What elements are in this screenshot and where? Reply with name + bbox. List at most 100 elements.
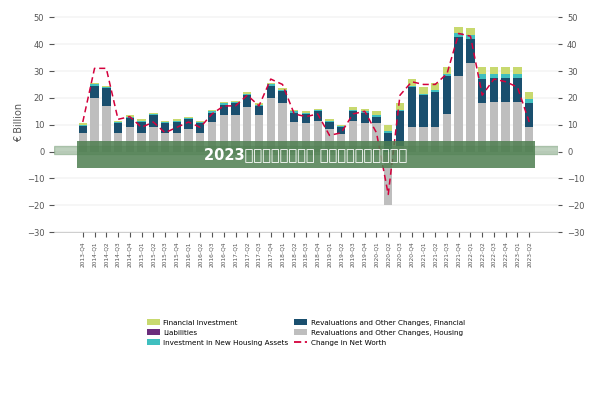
Bar: [419, 94, 428, 95]
Bar: [349, 121, 357, 152]
Bar: [255, 115, 263, 152]
Bar: [314, 121, 322, 152]
Bar: [184, 119, 193, 129]
Text: 2023十大股票配资平台 澳门火锅加盟详情攻略: 2023十大股票配资平台 澳门火锅加盟详情攻略: [205, 147, 407, 162]
Bar: [372, 115, 381, 117]
Bar: [325, 121, 334, 122]
Bar: [361, 113, 369, 123]
Bar: [231, 115, 240, 152]
Bar: [325, 129, 334, 152]
Bar: [478, 79, 487, 103]
Bar: [266, 86, 275, 98]
Bar: [525, 92, 533, 99]
Bar: [91, 98, 99, 152]
Bar: [114, 123, 122, 133]
Bar: [419, 87, 428, 94]
Bar: [290, 113, 298, 122]
Bar: [255, 106, 263, 115]
Bar: [196, 122, 205, 123]
Bar: [384, 125, 392, 131]
Bar: [77, 141, 535, 168]
Bar: [407, 79, 416, 86]
Bar: [314, 108, 322, 110]
Bar: [419, 127, 428, 152]
Bar: [243, 107, 251, 152]
Bar: [266, 98, 275, 152]
Bar: [173, 133, 181, 152]
Bar: [372, 123, 381, 152]
Bar: [314, 111, 322, 121]
Bar: [79, 133, 87, 152]
Bar: [337, 126, 346, 127]
Bar: [79, 125, 87, 126]
Bar: [478, 74, 487, 79]
Bar: [102, 88, 110, 106]
Bar: [384, 152, 392, 205]
Bar: [220, 115, 228, 152]
Bar: [325, 119, 334, 121]
Bar: [278, 90, 287, 91]
Bar: [466, 63, 475, 152]
Bar: [290, 110, 298, 111]
Bar: [490, 74, 498, 78]
Bar: [125, 127, 134, 152]
Bar: [220, 103, 228, 104]
Bar: [302, 114, 310, 123]
Bar: [161, 121, 169, 122]
Bar: [337, 125, 346, 126]
Bar: [490, 67, 498, 74]
Bar: [102, 87, 110, 88]
Bar: [91, 84, 99, 86]
Bar: [161, 133, 169, 152]
Bar: [137, 121, 146, 122]
Bar: [220, 102, 228, 103]
Bar: [502, 102, 510, 152]
Bar: [91, 83, 99, 84]
Bar: [349, 111, 357, 121]
Bar: [102, 106, 110, 152]
Bar: [349, 107, 357, 110]
Bar: [349, 110, 357, 111]
Bar: [372, 111, 381, 115]
Bar: [255, 104, 263, 106]
Bar: [431, 90, 439, 92]
Bar: [419, 95, 428, 127]
Bar: [396, 103, 404, 110]
Bar: [372, 117, 381, 123]
Bar: [407, 127, 416, 152]
Bar: [266, 84, 275, 86]
Bar: [149, 115, 158, 127]
Bar: [407, 86, 416, 87]
Bar: [502, 67, 510, 74]
Bar: [525, 127, 533, 152]
Bar: [79, 123, 87, 125]
Legend: Financial Investment, Liabilities, Investment in New Housing Assets, Revaluation: Financial Investment, Liabilities, Inves…: [147, 319, 465, 346]
Bar: [137, 122, 146, 133]
Bar: [184, 129, 193, 152]
Bar: [443, 67, 451, 74]
Bar: [149, 113, 158, 114]
Bar: [243, 94, 251, 95]
Bar: [337, 127, 346, 134]
Bar: [454, 34, 463, 38]
Bar: [196, 123, 205, 133]
Bar: [443, 114, 451, 152]
Bar: [431, 92, 439, 127]
Bar: [149, 114, 158, 115]
Bar: [490, 102, 498, 152]
Bar: [137, 119, 146, 121]
Bar: [431, 83, 439, 90]
Bar: [502, 78, 510, 102]
Bar: [125, 117, 134, 118]
Bar: [114, 133, 122, 152]
Bar: [513, 67, 521, 74]
Bar: [125, 118, 134, 127]
Bar: [278, 88, 287, 90]
Bar: [396, 111, 404, 146]
Bar: [149, 127, 158, 152]
Bar: [525, 99, 533, 103]
Bar: [407, 87, 416, 127]
Bar: [220, 104, 228, 115]
Bar: [161, 122, 169, 123]
Bar: [302, 123, 310, 152]
